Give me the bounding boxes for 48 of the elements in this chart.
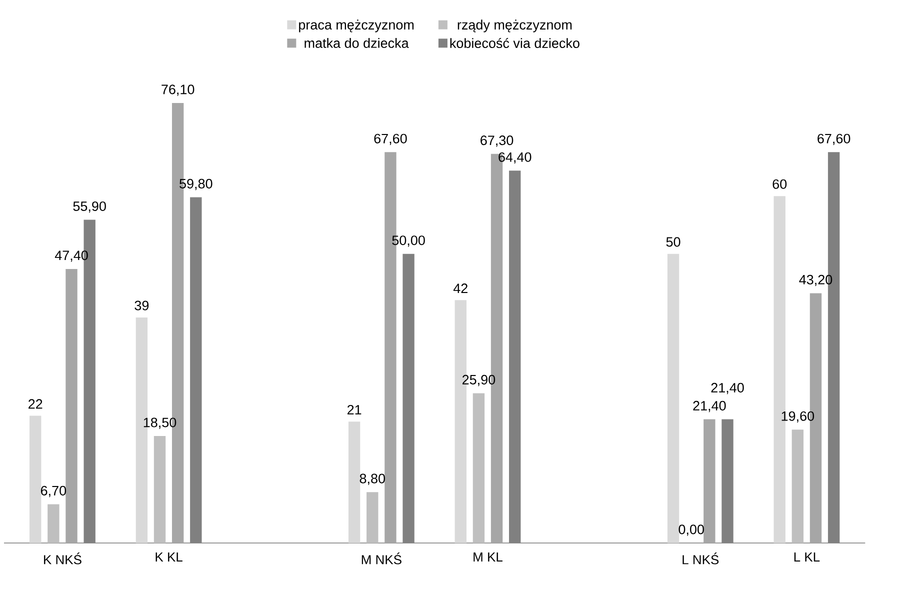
data-label: 76,10	[162, 84, 194, 96]
data-label: 0,00	[678, 524, 704, 536]
bar	[402, 254, 414, 543]
data-label: 64,40	[498, 152, 532, 164]
data-label: 6,70	[40, 486, 66, 498]
bar	[30, 416, 42, 543]
data-label: 21	[347, 404, 362, 414]
legend-label: kobiecość via dziecko	[450, 38, 580, 48]
bar	[348, 422, 360, 543]
data-label: 50	[666, 237, 680, 247]
x-tick-label: M KL	[474, 552, 502, 562]
x-tick-label: K NKŚ	[44, 552, 82, 564]
bar	[366, 492, 378, 543]
data-label: 59,80	[180, 178, 212, 190]
bar	[472, 393, 485, 543]
legend-label: rządy mężczyznom	[458, 20, 572, 32]
data-label: 25,90	[462, 374, 496, 386]
x-tick-label: K KL	[156, 552, 182, 562]
bar	[154, 436, 166, 543]
data-label: 43,20	[799, 274, 832, 286]
data-label: 42	[453, 284, 468, 293]
data-label: 55,90	[73, 201, 106, 213]
legend-label: matka do dziecka	[304, 38, 409, 48]
data-label: 67,60	[818, 134, 850, 145]
data-label: 21,40	[693, 400, 726, 412]
legend-label: praca mężczyznom	[299, 20, 414, 32]
x-tick-label: L KL	[794, 552, 820, 562]
data-label: 18,50	[144, 418, 176, 429]
bar	[509, 170, 521, 543]
bar	[667, 254, 680, 543]
bar	[48, 504, 60, 543]
bar	[792, 430, 804, 543]
x-tick-label: M NKŚ	[362, 552, 402, 564]
data-label: 21,40	[711, 382, 744, 394]
data-label: 19,60	[782, 411, 814, 422]
x-tick-label: L NKŚ	[682, 552, 719, 564]
data-label: 22	[28, 399, 42, 409]
bar	[704, 419, 716, 543]
data-label: 60	[772, 179, 787, 189]
data-label: 39	[134, 300, 149, 310]
data-label: 47,40	[54, 250, 88, 262]
data-label: 67,30	[480, 136, 514, 147]
data-label: 67,60	[374, 134, 407, 145]
data-label: 8,80	[360, 474, 386, 485]
bar	[190, 197, 202, 543]
bar	[722, 419, 734, 543]
data-label: 50,00	[392, 236, 425, 247]
bar	[66, 268, 78, 543]
